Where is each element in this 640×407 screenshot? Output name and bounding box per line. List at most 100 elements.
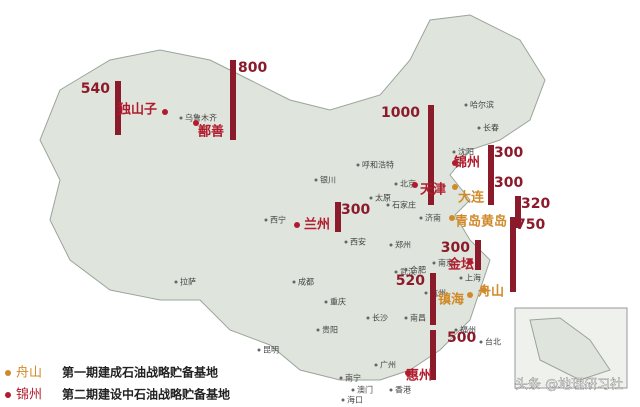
city-label: 福州 <box>460 326 476 335</box>
capacity-label: 1000 <box>381 105 420 121</box>
city-dot <box>477 126 481 130</box>
city-label: 郑州 <box>395 240 411 250</box>
city-label: 长沙 <box>372 313 388 323</box>
city-label: 台北 <box>485 337 501 347</box>
site-name: 镇海 <box>438 292 464 308</box>
city-dot <box>452 150 456 154</box>
city-dot <box>394 270 398 274</box>
city-label: 沈阳 <box>458 147 474 157</box>
capacity-bar <box>488 175 494 205</box>
city-label: 石家庄 <box>392 200 416 210</box>
city-dot <box>459 276 463 280</box>
city-dot <box>351 388 355 392</box>
site-name: 鄯善 <box>198 124 224 140</box>
city-label: 合肥 <box>410 265 426 275</box>
capacity-bar <box>335 202 341 232</box>
site-name: 金坛 <box>447 257 474 273</box>
capacity-bar <box>430 330 436 380</box>
city-label: 澳门 <box>357 385 373 395</box>
capacity-bar <box>115 81 121 135</box>
site-dot <box>162 109 168 115</box>
site-dot <box>405 370 411 376</box>
city-label: 西宁 <box>270 215 286 225</box>
capacity-bar <box>428 105 434 205</box>
city-dot <box>264 218 268 222</box>
city-dot <box>432 261 436 265</box>
city-label: 济南 <box>425 213 441 223</box>
legend-dot <box>5 370 11 376</box>
city-dot <box>324 300 328 304</box>
city-dot <box>389 388 393 392</box>
city-dot <box>179 116 183 120</box>
site-name: 大连 <box>458 190 485 206</box>
site-name: 独山子 <box>118 102 157 118</box>
city-label: 广州 <box>380 360 396 370</box>
site-name: 青岛黄岛 <box>455 214 507 230</box>
legend-site: 锦州 <box>16 388 42 403</box>
city-dot <box>464 103 468 107</box>
city-dot <box>344 240 348 244</box>
city-dot <box>292 280 296 284</box>
city-label: 南宁 <box>345 373 361 383</box>
city-label: 北京 <box>400 179 416 189</box>
site-name: 锦州 <box>454 155 480 171</box>
legend-dot <box>5 392 11 398</box>
city-label: 长春 <box>483 123 499 133</box>
city-dot <box>314 178 318 182</box>
site-name: 兰州 <box>304 217 330 233</box>
city-dot <box>404 316 408 320</box>
city-label: 武汉 <box>400 267 416 277</box>
capacity-label: 520 <box>396 273 425 289</box>
site-dot <box>467 259 473 265</box>
city-dot <box>316 328 320 332</box>
capacity-bar <box>230 60 236 140</box>
site-dot <box>452 160 458 166</box>
city-dot <box>339 376 343 380</box>
city-dot <box>366 316 370 320</box>
city-label: 西安 <box>350 237 366 247</box>
site-dot <box>193 120 199 126</box>
site-dot <box>467 292 473 298</box>
city-label: 哈尔滨 <box>470 100 494 110</box>
capacity-label: 300 <box>341 202 370 218</box>
capacity-label: 500 <box>447 330 476 346</box>
capacity-label: 540 <box>81 81 110 97</box>
capacity-label: 300 <box>494 175 523 191</box>
legend-site: 舟山 <box>16 366 42 381</box>
capacity-label: 320 <box>521 196 550 212</box>
capacity-label: 800 <box>238 60 267 76</box>
city-label: 海口 <box>347 395 363 405</box>
city-label: 昆明 <box>263 346 279 355</box>
site-dot <box>481 287 487 293</box>
site-name: 惠州 <box>406 368 432 384</box>
site-dot <box>294 222 300 228</box>
city-dot <box>356 163 360 167</box>
city-dot <box>419 216 423 220</box>
city-dot <box>341 398 345 402</box>
legend-text: 第一期建成石油战略贮备基地 <box>62 365 218 380</box>
inset-shape <box>529 317 611 381</box>
city-dot <box>389 243 393 247</box>
capacity-label: 300 <box>441 240 470 256</box>
capacity-bar <box>488 145 494 175</box>
capacity-bar <box>510 217 516 292</box>
city-dot <box>386 203 390 207</box>
capacity-label: 750 <box>516 217 545 233</box>
city-label: 杭州 <box>430 288 446 298</box>
site-dot <box>412 182 418 188</box>
site-dot <box>452 184 458 190</box>
city-label: 南京 <box>438 258 454 268</box>
legend-text: 第二期建设中石油战略贮备基地 <box>62 387 230 402</box>
city-label: 贵阳 <box>322 325 338 335</box>
city-label: 呼和浩特 <box>362 160 394 170</box>
china-outline <box>39 14 546 381</box>
city-label: 乌鲁木齐 <box>185 113 217 123</box>
city-label: 重庆 <box>330 297 346 307</box>
city-dot <box>374 363 378 367</box>
site-name: 天津 <box>420 182 446 198</box>
city-label: 香港 <box>395 385 411 395</box>
city-dot <box>257 348 261 352</box>
capacity-label: 300 <box>494 145 523 161</box>
city-dot <box>404 268 408 272</box>
